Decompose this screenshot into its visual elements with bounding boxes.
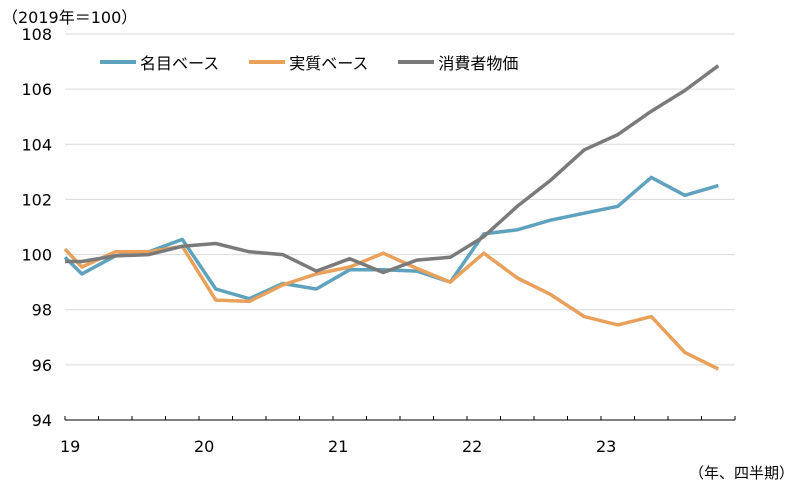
y-tick-label: 96 [32, 356, 52, 375]
x-axis-label: （年、四半期） [688, 464, 794, 482]
y-unit-label: （2019年＝100） [2, 8, 138, 27]
legend-label-real: 実質ベース [289, 54, 369, 73]
legend-swatch-cpi [398, 60, 435, 64]
legend-item-cpi: 消費者物価 [398, 50, 518, 74]
legend-swatch-nominal [100, 60, 136, 64]
gridlines [65, 33, 735, 366]
legend-swatch-real [249, 60, 286, 64]
legend-item-real: 実質ベース [249, 50, 368, 74]
x-tick-label: 22 [462, 437, 482, 456]
x-tick-label: 19 [60, 437, 80, 456]
x-tick-label: 21 [328, 437, 348, 456]
x-axis-tick-labels: 19 20 21 22 23 [60, 437, 616, 456]
y-tick-label: 108 [21, 25, 52, 44]
series-line-cpi [65, 64, 720, 275]
x-tick-label: 20 [194, 437, 214, 456]
series-line-real [63, 244, 720, 371]
y-tick-label: 104 [21, 135, 52, 154]
x-tick-label: 23 [596, 437, 616, 456]
y-tick-label: 94 [32, 411, 52, 430]
series-lines [63, 64, 720, 371]
y-tick-label: 100 [21, 246, 52, 265]
y-tick-label: 98 [32, 301, 52, 320]
y-tick-label: 106 [21, 80, 52, 99]
series-line-nominal [63, 175, 719, 301]
y-tick-label: 102 [21, 190, 52, 209]
legend-label-cpi: 消費者物価 [438, 54, 519, 73]
legend-label-nominal: 名目ベース [140, 54, 220, 73]
legend: 名目ベース 実質ベース 消費者物価 [100, 50, 518, 74]
x-axis [64, 416, 736, 421]
y-axis-tick-labels: 94 96 98 100 102 104 106 108 [21, 25, 52, 430]
legend-item-nominal: 名目ベース [100, 50, 219, 74]
